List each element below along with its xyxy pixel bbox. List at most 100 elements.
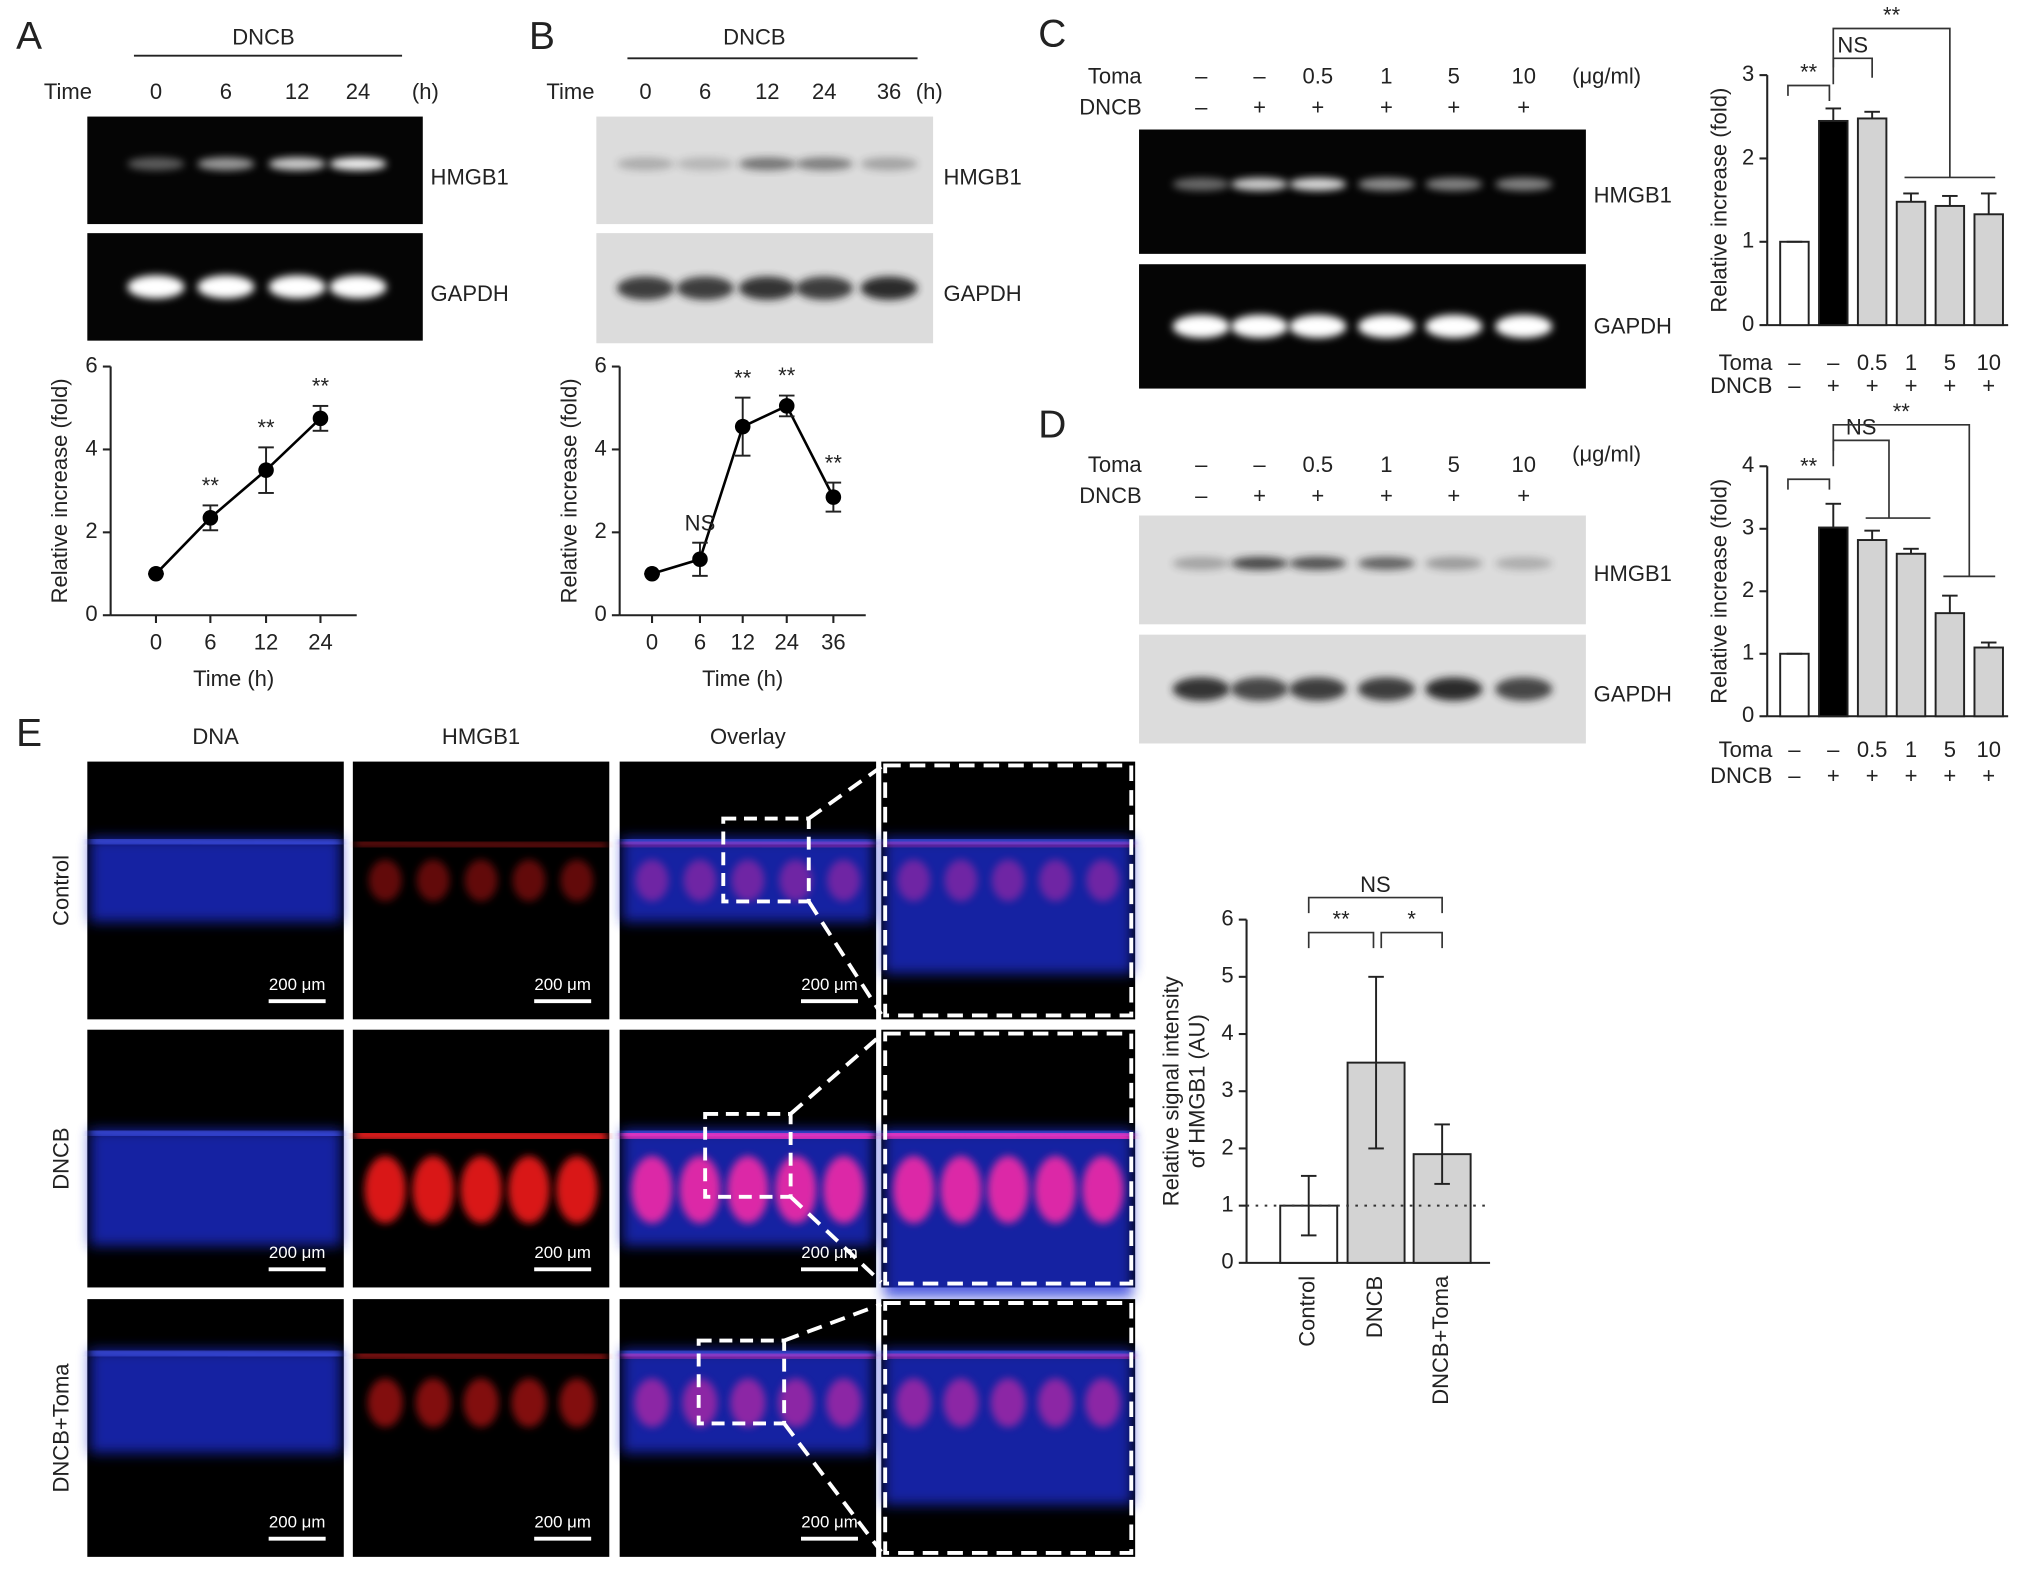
hmgb1-stain [943,1378,979,1428]
lane-label: 1 [1380,64,1392,89]
blot-label: HMGB1 [1594,183,1672,208]
lane-label: + [1253,95,1266,120]
blot-band [329,275,387,299]
x-tick-label: + [1905,763,1918,788]
panel-letter: C [1038,13,1066,56]
blot-band [1495,314,1553,339]
x-tick-label: + [1866,763,1879,788]
hmgb1-stain [464,859,498,902]
blot-image [87,116,423,225]
data-point [825,489,842,505]
x-tick-label: 36 [821,630,845,655]
x-tick-label: Control [1295,1276,1320,1347]
hmgb1-stain [897,859,931,902]
zoom-line [789,1033,883,1116]
y-axis-label: of HMGB1 (AU) [1184,1014,1209,1168]
nuclei-stain [89,838,342,923]
zoom-line [782,1422,883,1553]
scale-bar-label: 200 μm [534,1243,590,1262]
lane-label: 0 [150,79,162,104]
zoom-box [696,1338,787,1426]
lane-label: + [1311,95,1324,120]
hmgb1-stain [556,1155,598,1224]
lane-label: – [1195,95,1208,120]
nuclei-stain [883,838,1133,975]
unit-label: (μg/ml) [1572,442,1641,467]
scale-bar-label: 200 μm [269,1243,325,1262]
y-tick-label: 4 [1742,452,1754,477]
hmgb1-stain [896,1378,932,1428]
significance-label: ** [1883,3,1901,28]
blot-band [676,157,734,171]
y-tick-label: 4 [85,435,97,460]
time-label: Time [546,79,594,104]
blot-band [1495,677,1553,701]
blot-band [268,275,326,299]
x-tick-label: 12 [254,630,278,655]
blot-label: GAPDH [1594,314,1672,339]
hmgb1-surface [355,1350,607,1362]
blot-band [1289,677,1347,701]
significance-bracket [1307,896,1443,914]
hmgb1-stain [1086,859,1120,902]
bar [1818,119,1849,327]
scale-bar-label: 200 μm [269,975,325,994]
significance-bracket [1832,423,1971,577]
row-label: DNCB [1710,373,1772,398]
nuclei-surface [89,837,342,847]
x-tick-label: + [1827,373,1840,398]
hmgb1-stain [415,1378,451,1428]
hmgb1-stain [778,1378,814,1428]
y-tick-label: 4 [594,435,606,460]
row-label: DNCB+Toma [49,1363,74,1493]
panel-letter: E [16,712,42,755]
hmgb1-stain [730,1378,766,1428]
data-point [148,566,164,582]
x-tick-label: 24 [308,630,332,655]
significance-bracket [1787,478,1831,490]
blot-band [1172,177,1230,191]
y-tick-label: 2 [594,518,606,543]
scale-bar-label: 200 μm [801,1513,857,1532]
blot-label: HMGB1 [431,165,509,190]
hmgb1-stain [683,859,717,902]
data-line [155,417,322,575]
lane-label: 12 [755,79,779,104]
x-tick-label: 0 [150,630,162,655]
significance-label: ** [257,415,275,440]
lane-label: + [1517,95,1530,120]
y-axis-label: Relative increase (fold) [556,378,581,603]
significance-label: ** [312,374,330,399]
lane-label: 0.5 [1302,452,1333,477]
data-point [734,418,751,435]
blot-band [617,276,675,300]
hmgb1-stain [367,1378,403,1428]
y-tick-label: 0 [1742,311,1754,336]
x-tick-label: + [1827,763,1840,788]
time-label: Time [44,79,92,104]
lane-label: – [1253,452,1266,477]
blot-band [860,157,918,171]
hmgb1-stain [1037,1378,1074,1428]
x-tick-label: 5 [1944,350,1956,375]
blot-label: HMGB1 [1594,561,1672,586]
nuclei-stain [89,1129,342,1247]
zoom-line [783,1302,882,1343]
bar [1895,200,1927,327]
data-point [692,551,708,568]
x-tick-label: – [1827,737,1840,762]
significance-bracket [1832,27,1951,178]
column-header: Overlay [710,724,786,749]
x-tick-label: + [1943,763,1956,788]
y-tick-label: 3 [1742,61,1754,86]
x-tick-label: – [1788,350,1801,375]
unit-label: (h) [916,79,943,104]
hmgb1-stain [508,1155,550,1224]
nuclei-stain [883,1349,1133,1506]
column-header: HMGB1 [442,724,520,749]
zoom-line [807,765,883,821]
significance-label: ** [1333,907,1351,932]
blot-band [1495,556,1553,570]
x-tick-label: DNCB [1362,1276,1387,1338]
x-tick-label: 6 [694,630,706,655]
